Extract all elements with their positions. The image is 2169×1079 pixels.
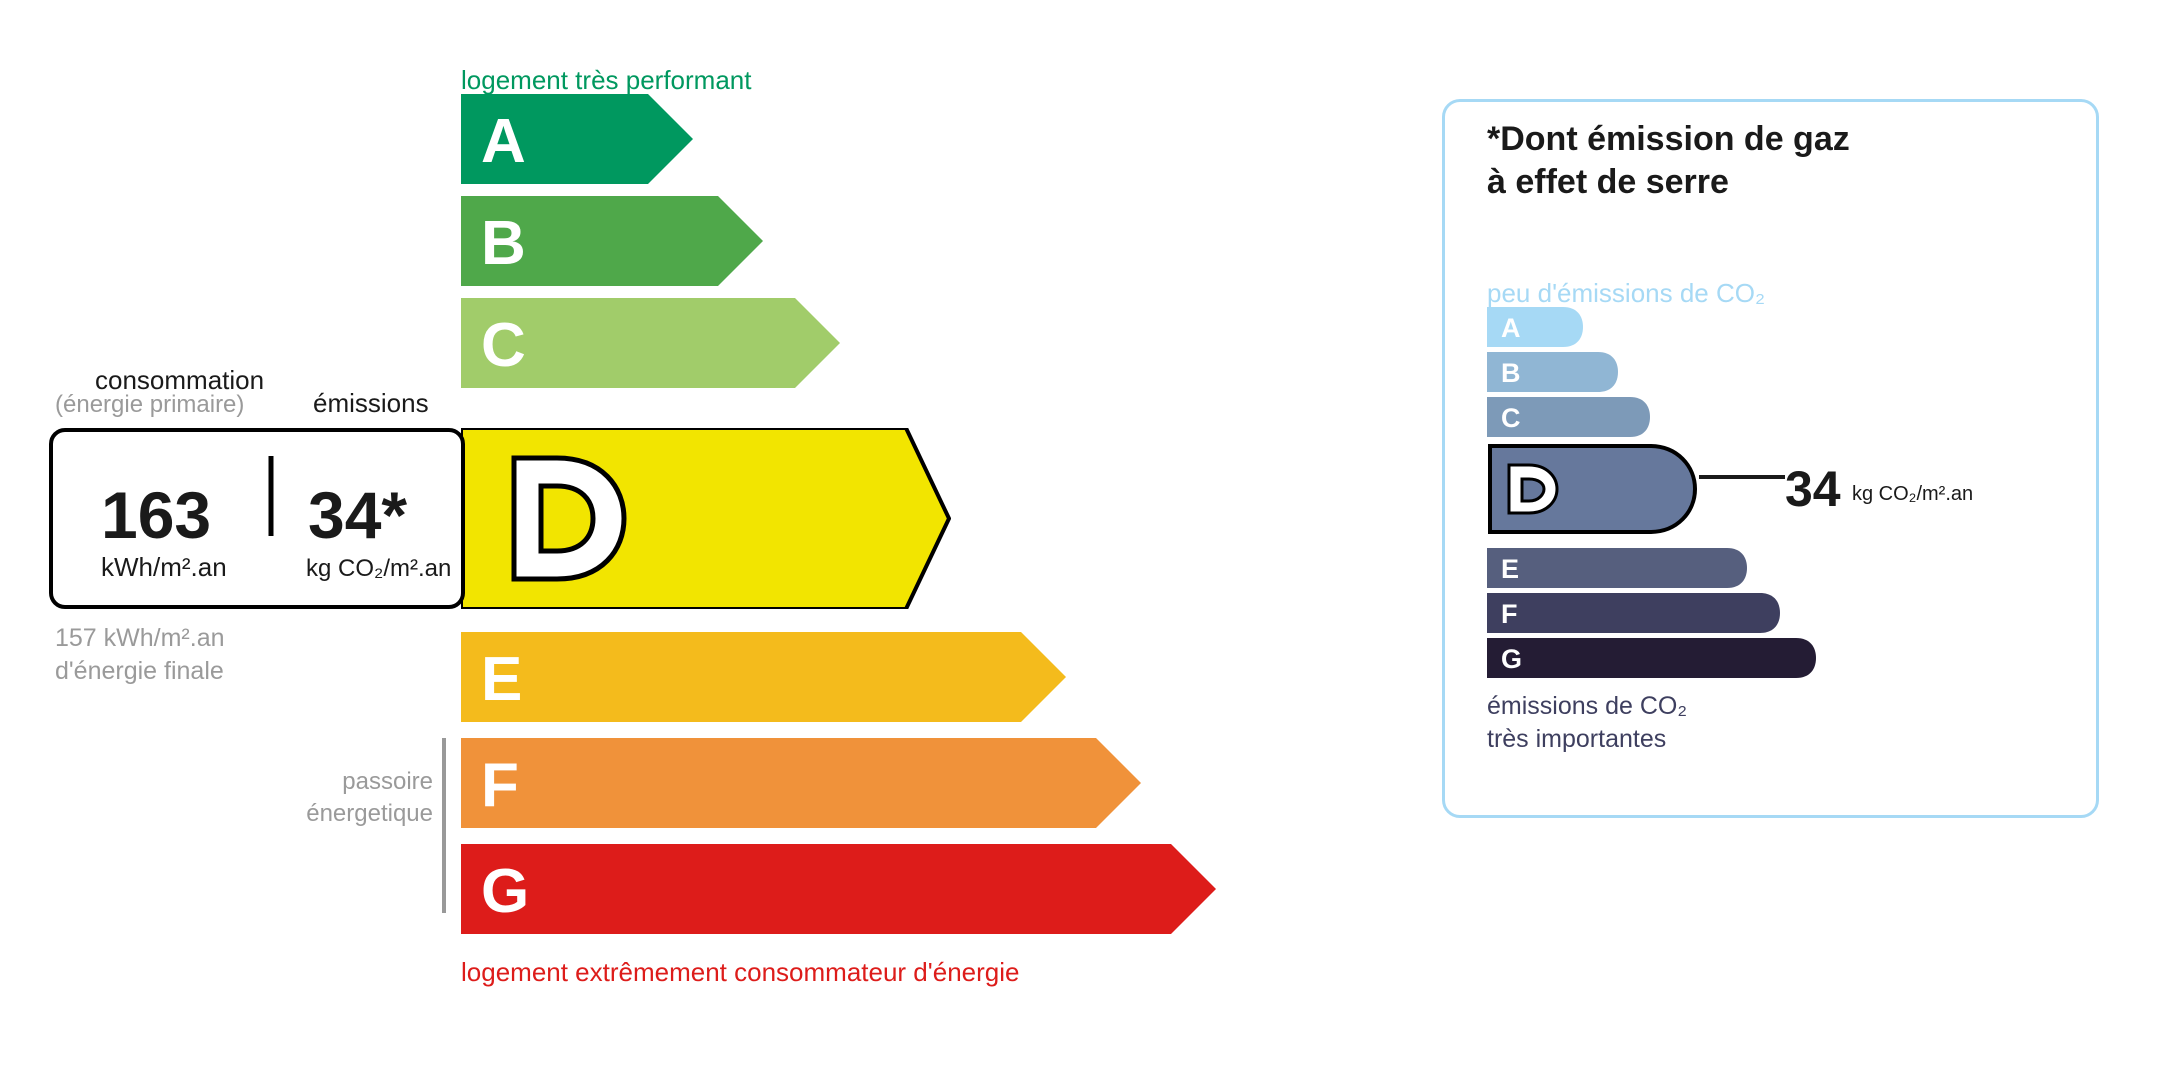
svg-text:G: G xyxy=(1501,644,1522,674)
svg-text:163: 163 xyxy=(101,478,211,552)
svg-text:F: F xyxy=(481,751,519,820)
svg-text:G: G xyxy=(481,857,529,926)
svg-text:kg CO₂/m².an: kg CO₂/m².an xyxy=(306,555,451,582)
svg-text:B: B xyxy=(481,209,526,278)
svg-text:kWh/m².an: kWh/m².an xyxy=(101,552,227,582)
svg-text:C: C xyxy=(481,311,526,380)
svg-text:E: E xyxy=(481,645,522,714)
svg-text:A: A xyxy=(1501,313,1521,343)
svg-text:B: B xyxy=(1501,358,1521,388)
svg-text:34*: 34* xyxy=(308,478,407,552)
svg-text:F: F xyxy=(1501,599,1518,629)
svg-text:E: E xyxy=(1501,554,1519,584)
svg-text:C: C xyxy=(1501,403,1521,433)
svg-text:A: A xyxy=(481,107,526,176)
